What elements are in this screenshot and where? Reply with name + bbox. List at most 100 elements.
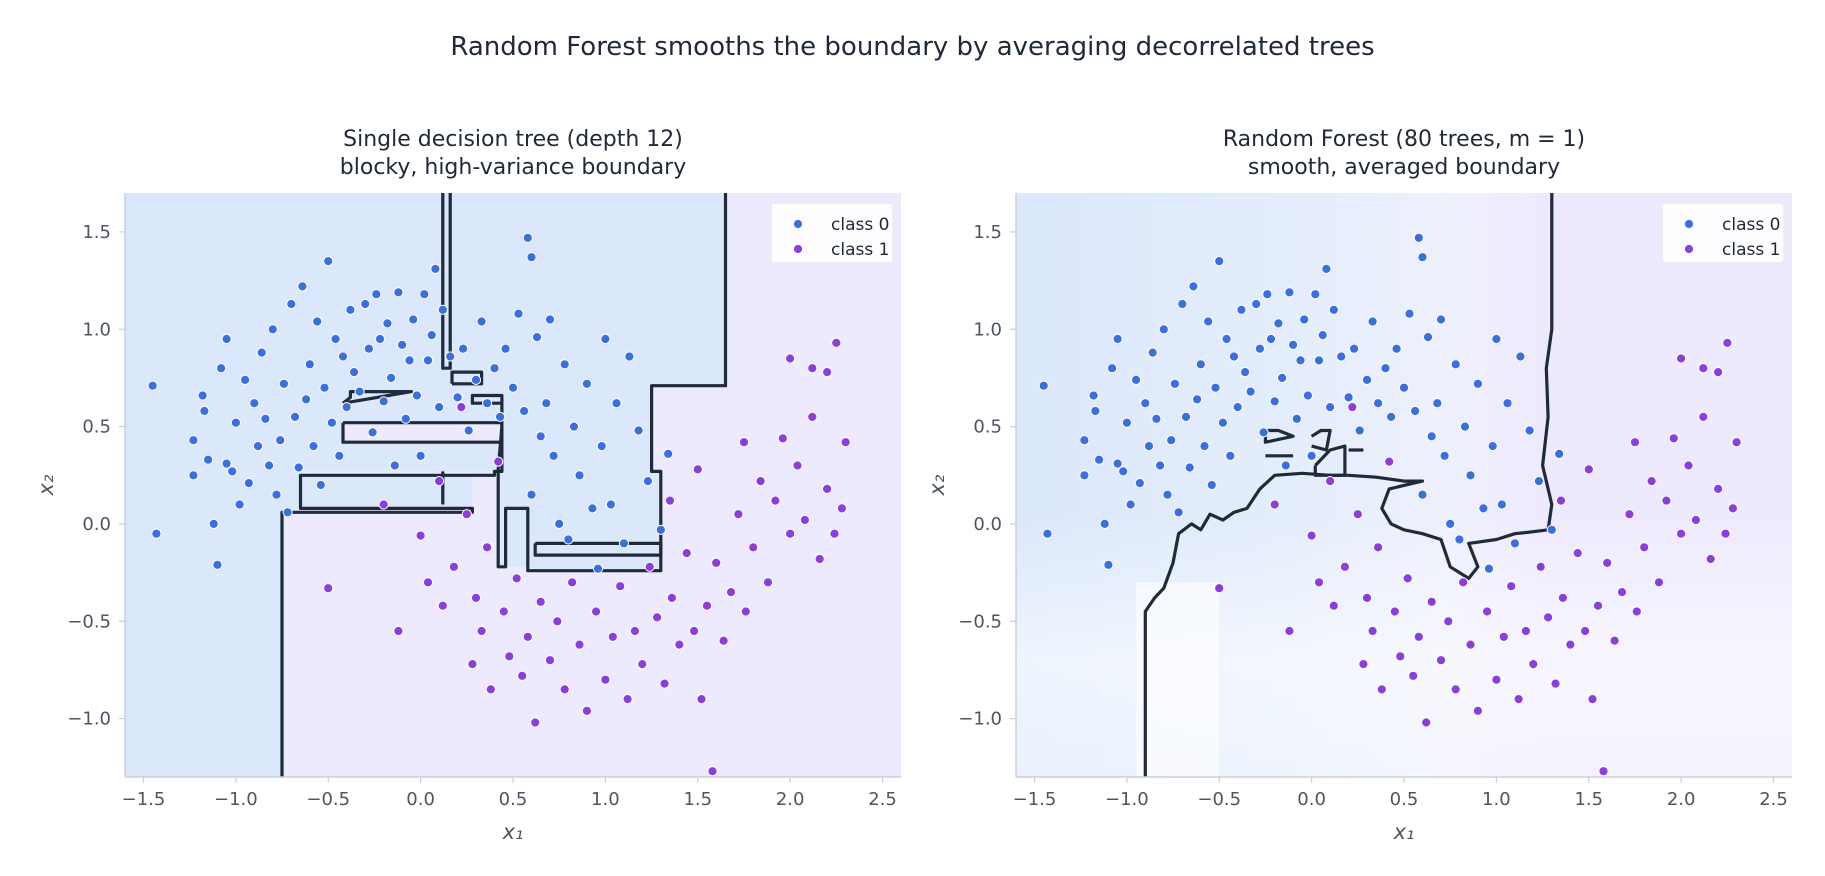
data-point [1698, 363, 1709, 374]
legend: class 0 class 1 [770, 202, 894, 264]
data-point [822, 367, 833, 378]
x-tick-label: 2.0 [1667, 789, 1696, 810]
x-axis-label: x₁ [1393, 820, 1415, 844]
data-point [289, 411, 301, 422]
y-tick-label: −0.5 [958, 611, 1002, 632]
x-tick-label: 0.5 [499, 789, 528, 810]
data-point [354, 386, 365, 397]
data-point [1173, 507, 1184, 518]
data-point [378, 396, 389, 407]
data-point [147, 380, 158, 391]
data-point [199, 405, 210, 417]
data-point [404, 355, 415, 366]
data-point [408, 314, 419, 325]
data-point [234, 499, 245, 510]
data-point [1676, 528, 1687, 539]
data-point [777, 433, 788, 444]
y-tick-label: −1.0 [958, 709, 1002, 730]
data-point [1155, 460, 1166, 471]
data-point [334, 450, 345, 461]
data-point [531, 332, 543, 343]
x-tick-label: −0.5 [306, 789, 350, 810]
data-point [463, 425, 474, 436]
data-point [330, 333, 341, 345]
boundary-segment [342, 390, 413, 405]
data-point [312, 316, 323, 327]
data-point [293, 462, 304, 473]
data-point [203, 454, 214, 465]
data-point [345, 304, 356, 315]
data-point [1306, 530, 1317, 541]
data-point [1217, 417, 1229, 428]
data-point [1450, 359, 1461, 370]
data-point [1251, 298, 1262, 310]
data-point [738, 437, 750, 448]
data-point [422, 577, 434, 588]
data-point [574, 639, 585, 650]
y-tick-label: 1.0 [82, 319, 111, 340]
data-point [1184, 462, 1195, 473]
x-tick-label: −1.0 [1105, 789, 1149, 810]
x-tick-label: 2.5 [868, 789, 897, 810]
data-point [419, 289, 430, 300]
data-point [1408, 670, 1419, 681]
data-point [1515, 351, 1526, 362]
data-point [1134, 478, 1145, 489]
data-point [341, 402, 352, 413]
data-point [304, 359, 315, 370]
data-point [1720, 528, 1731, 539]
data-point [748, 542, 759, 553]
data-point [1273, 318, 1284, 329]
data-point [770, 495, 781, 506]
data-point [1417, 489, 1428, 500]
data-point [1262, 289, 1273, 300]
data-point [1491, 333, 1502, 345]
data-point [271, 489, 282, 500]
data-point [535, 596, 546, 607]
data-point [1402, 573, 1413, 584]
data-point [1445, 518, 1456, 530]
data-point [1121, 417, 1133, 428]
data-point [151, 528, 162, 539]
data-point [1426, 596, 1437, 607]
data-point [642, 476, 654, 487]
data-point [1079, 470, 1090, 481]
data-point [785, 353, 796, 364]
data-point [755, 476, 766, 487]
data-point [1502, 398, 1513, 409]
data-point [1188, 281, 1199, 292]
data-point [600, 674, 611, 685]
data-point [1240, 367, 1251, 378]
data-point [393, 625, 404, 637]
data-point [1404, 308, 1415, 319]
data-point [1328, 304, 1339, 315]
y-axis-label: x₂ [34, 474, 58, 496]
data-point [422, 355, 434, 366]
data-point [615, 581, 626, 592]
data-point [249, 398, 260, 409]
data-point [552, 616, 563, 627]
data-point [592, 563, 604, 574]
data-point [482, 542, 493, 553]
x-tick-label: −1.0 [214, 789, 258, 810]
data-point [1587, 694, 1598, 705]
data-point [519, 405, 530, 417]
data-point [1683, 460, 1694, 471]
data-point [1112, 458, 1123, 469]
x-axis-label: x₁ [502, 820, 524, 844]
legend: class 0 class 1 [1661, 202, 1785, 264]
data-point [659, 678, 670, 689]
data-point [1435, 314, 1447, 325]
boundary-segment [341, 421, 504, 444]
data-point [1299, 314, 1310, 325]
data-point [1482, 606, 1493, 617]
data-point [500, 343, 511, 354]
series-class1 [323, 337, 851, 777]
series-class0 [1038, 232, 1565, 574]
data-point [1373, 542, 1384, 553]
data-point [374, 333, 386, 345]
data-point [1629, 437, 1641, 448]
data-point [718, 635, 729, 646]
data-point [458, 343, 469, 354]
data-point [1284, 287, 1295, 298]
